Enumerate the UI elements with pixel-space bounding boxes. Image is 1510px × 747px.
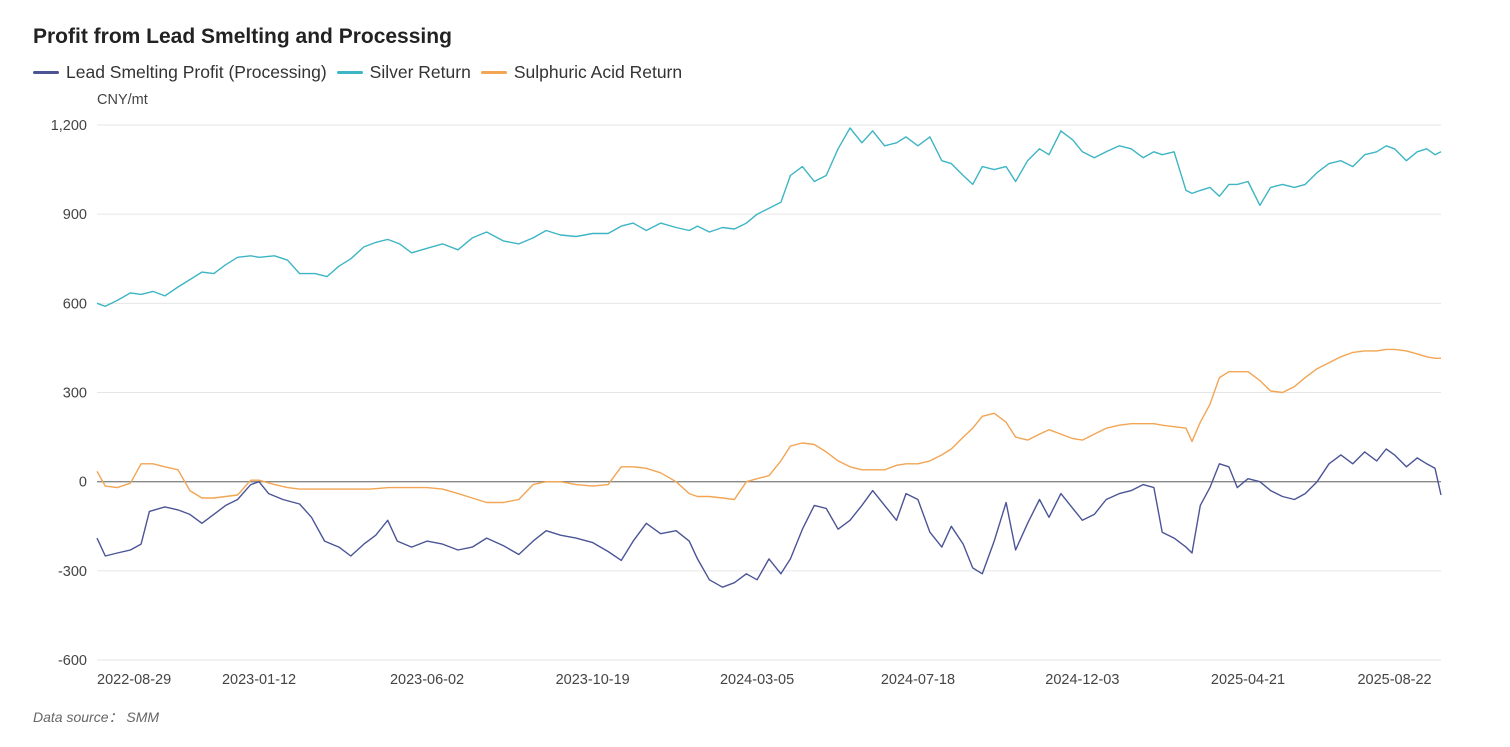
legend-item[interactable]: Lead Smelting Profit (Processing)	[33, 62, 327, 83]
x-tick-label: 2024-07-18	[881, 672, 955, 688]
y-tick-label: 900	[63, 207, 87, 223]
chart-legend: Lead Smelting Profit (Processing) Silver …	[33, 62, 692, 83]
y-tick-label: 0	[79, 475, 87, 491]
legend-item[interactable]: Sulphuric Acid Return	[480, 62, 683, 83]
series-line	[96, 448, 1442, 588]
y-tick-label: 1,200	[51, 118, 87, 134]
x-tick-label: 2023-06-02	[390, 672, 464, 688]
legend-swatch	[33, 71, 59, 74]
series-line	[96, 348, 1441, 504]
legend-label: Silver Return	[369, 62, 471, 82]
y-tick-label: 300	[63, 386, 87, 402]
x-tick-label: 2024-12-03	[1045, 672, 1119, 688]
legend-item[interactable]: Silver Return	[336, 62, 471, 83]
y-tick-label: -300	[58, 564, 87, 580]
data-source-note: Data source： SMM	[33, 709, 160, 725]
legend-swatch	[480, 71, 507, 74]
legend-label: Sulphuric Acid Return	[513, 62, 683, 82]
x-tick-label: 2023-10-19	[556, 672, 630, 688]
x-tick-label: 2022-08-29	[97, 672, 171, 688]
y-tick-label: 600	[63, 296, 87, 312]
x-tick-label: 2025-04-21	[1211, 672, 1285, 688]
y-tick-label: -600	[58, 653, 87, 669]
legend-swatch	[336, 71, 363, 74]
legend-label: Lead Smelting Profit (Processing)	[66, 62, 327, 82]
series-line	[96, 127, 1442, 307]
chart-title: Profit from Lead Smelting and Processing	[33, 25, 452, 48]
x-tick-label: 2024-03-05	[720, 672, 794, 688]
x-tick-label: 2023-01-12	[222, 672, 296, 688]
y-axis-unit-label: CNY/mt	[97, 92, 148, 108]
x-tick-label: 2025-08-22	[1357, 672, 1431, 688]
